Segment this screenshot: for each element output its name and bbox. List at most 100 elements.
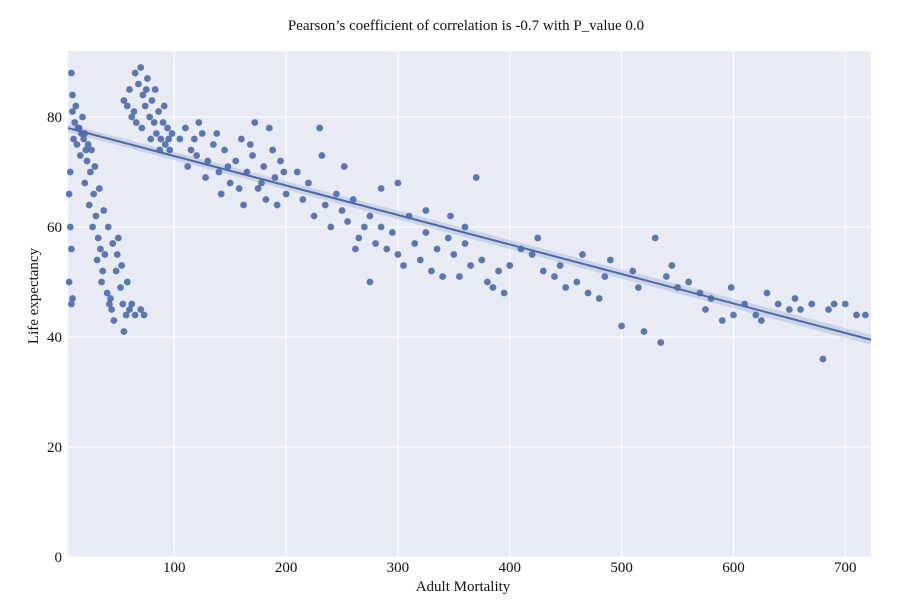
- data-point: [69, 295, 76, 302]
- data-point: [388, 229, 396, 236]
- data-point: [808, 300, 816, 308]
- data-point: [92, 212, 100, 220]
- data-point: [108, 306, 116, 313]
- data-point: [91, 163, 99, 170]
- x-tick-label: 400: [499, 560, 522, 576]
- data-point: [157, 135, 165, 143]
- data-point: [355, 234, 363, 242]
- data-point: [349, 196, 357, 203]
- data-point: [137, 306, 145, 313]
- data-point: [166, 146, 174, 154]
- data-point: [360, 223, 368, 231]
- data-point: [176, 135, 184, 143]
- data-point: [450, 251, 458, 258]
- data-point: [240, 201, 247, 209]
- data-point: [70, 135, 77, 143]
- data-point: [318, 152, 326, 159]
- data-point: [607, 256, 614, 264]
- data-point: [98, 278, 105, 286]
- data-point: [107, 295, 114, 302]
- data-point: [168, 130, 176, 137]
- data-point: [495, 267, 502, 275]
- data-point: [774, 300, 782, 308]
- data-point: [534, 234, 542, 242]
- data-point: [165, 135, 173, 143]
- data-point: [444, 234, 452, 242]
- data-point: [662, 273, 670, 280]
- data-point: [120, 97, 128, 104]
- data-point: [66, 223, 74, 231]
- data-point: [81, 179, 89, 187]
- y-axis-ticks: 0 20 40 60 80: [47, 110, 62, 566]
- data-point: [155, 108, 162, 115]
- y-tick-label: 60: [47, 220, 62, 236]
- data-point: [321, 201, 329, 209]
- regression-line-group: [67, 127, 872, 341]
- data-point: [730, 311, 737, 319]
- data-point: [224, 163, 232, 170]
- data-point: [483, 278, 491, 286]
- data-point: [258, 179, 265, 187]
- gridlines: [68, 51, 871, 558]
- data-point: [65, 190, 73, 198]
- data-point: [187, 146, 195, 154]
- data-point: [67, 245, 75, 253]
- data-point: [478, 256, 486, 264]
- data-point: [327, 223, 335, 231]
- x-tick-label: 700: [834, 560, 857, 576]
- data-point: [400, 262, 407, 269]
- data-point: [447, 212, 454, 220]
- data-point: [254, 185, 262, 192]
- data-point: [152, 130, 160, 137]
- data-point: [84, 141, 92, 148]
- data-point: [190, 135, 198, 143]
- data-point: [853, 311, 860, 319]
- data-point: [752, 311, 760, 319]
- data-point: [90, 190, 98, 198]
- data-point: [235, 185, 243, 192]
- data-point: [204, 157, 212, 165]
- data-point: [718, 317, 726, 324]
- data-point: [394, 251, 402, 258]
- data-point: [461, 240, 469, 247]
- data-point: [120, 328, 128, 335]
- data-point: [377, 223, 385, 231]
- data-point: [146, 113, 154, 121]
- data-point: [310, 212, 318, 220]
- data-point: [260, 163, 268, 170]
- data-point: [83, 157, 91, 165]
- chart-title: Pearson’s coefficient of correlation is …: [288, 18, 644, 34]
- data-point: [366, 212, 374, 220]
- data-point: [221, 146, 228, 154]
- data-point: [422, 207, 430, 214]
- data-point: [118, 262, 126, 269]
- data-points: [65, 64, 869, 363]
- data-point: [137, 64, 145, 71]
- data-point: [123, 278, 131, 286]
- data-point: [89, 223, 97, 231]
- y-tick-label: 80: [47, 110, 62, 126]
- data-point: [702, 306, 709, 313]
- data-point: [151, 86, 159, 93]
- data-point: [142, 86, 150, 93]
- data-point: [148, 97, 156, 104]
- data-point: [352, 245, 359, 253]
- data-point: [668, 262, 676, 269]
- x-tick-label: 600: [722, 560, 745, 576]
- data-point: [333, 190, 340, 198]
- data-point: [117, 284, 124, 291]
- data-point: [556, 262, 564, 269]
- data-point: [161, 141, 169, 148]
- data-point: [439, 273, 447, 280]
- data-point: [95, 185, 103, 192]
- data-point: [757, 317, 765, 324]
- data-point: [132, 119, 140, 126]
- data-point: [131, 69, 139, 77]
- data-point: [67, 300, 75, 308]
- data-point: [791, 295, 799, 302]
- data-point: [629, 267, 637, 275]
- data-point: [119, 300, 127, 308]
- data-point: [273, 201, 281, 209]
- data-point: [785, 306, 793, 313]
